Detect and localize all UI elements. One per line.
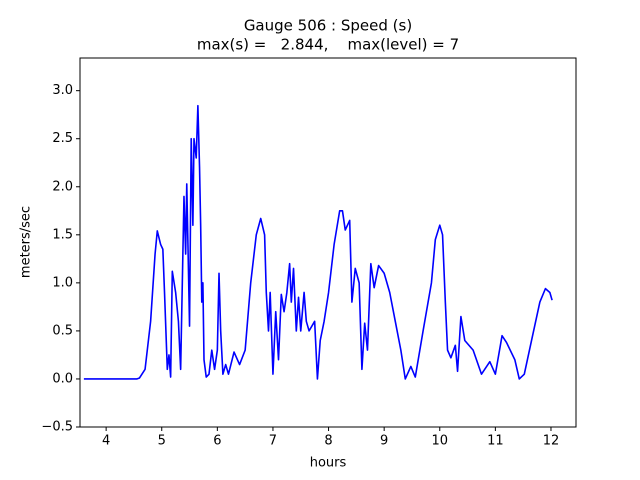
data-line: [83, 104, 553, 380]
y-tick-label: 2.0: [52, 179, 73, 194]
x-tick-label: 7: [269, 434, 277, 449]
x-tick-label: 11: [487, 434, 504, 449]
chart-subtitle: max(s) = 2.844, max(level) = 7: [197, 36, 459, 54]
x-tick-label: 5: [158, 434, 166, 449]
y-tick-label: −0.5: [41, 420, 73, 435]
y-tick-label: 3.0: [52, 83, 73, 98]
x-tick-label: 12: [543, 434, 560, 449]
y-tick-label: 2.5: [52, 131, 73, 146]
y-tick-label: 0.5: [52, 323, 73, 338]
y-tick-label: 1.0: [52, 275, 73, 290]
plot-frame: [79, 57, 577, 428]
x-tick-label: 9: [380, 434, 388, 449]
x-tick-label: 4: [102, 434, 110, 449]
x-tick-label: 6: [213, 434, 221, 449]
chart-title: Gauge 506 : Speed (s): [244, 17, 412, 35]
x-axis-label: hours: [310, 456, 347, 471]
y-tick-label: 0.0: [52, 371, 73, 386]
x-tick-label: 10: [431, 434, 448, 449]
y-axis-label: meters/sec: [19, 206, 34, 278]
x-tick-label: 8: [324, 434, 332, 449]
y-tick-label: 1.5: [52, 227, 73, 242]
